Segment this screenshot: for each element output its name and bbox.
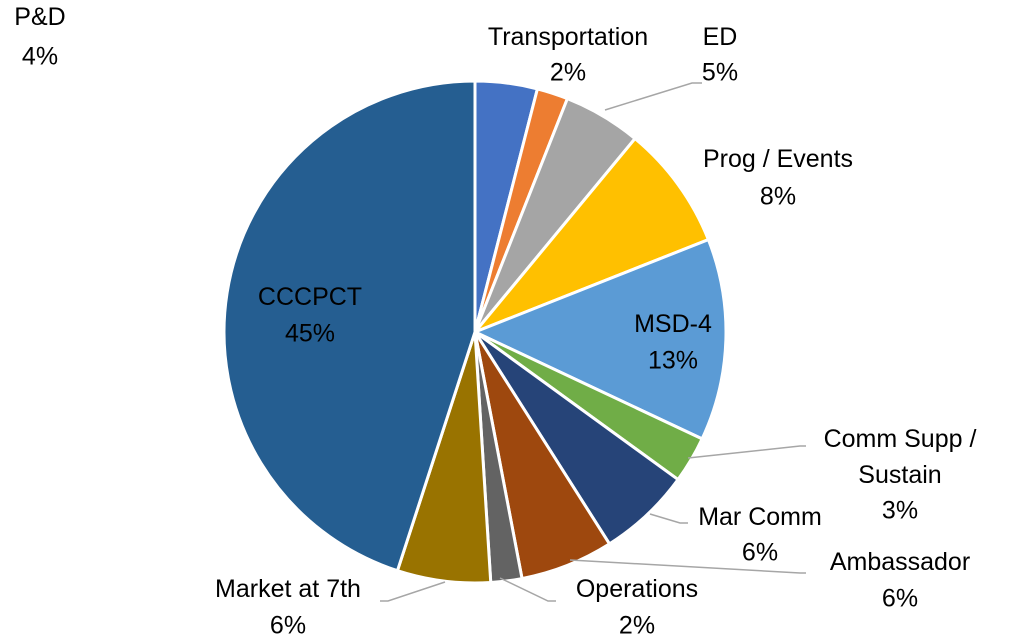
slice-label: Comm Supp / Sustain xyxy=(824,425,977,489)
pie-slice xyxy=(222,79,477,573)
leader-line xyxy=(604,82,702,111)
value-label: 5% xyxy=(702,59,738,87)
label-line: Ambassador xyxy=(830,548,970,576)
slice-label: MSD-4 xyxy=(634,310,712,338)
leader-line xyxy=(380,581,446,602)
label-line: Operations xyxy=(576,575,698,603)
slice-label: Ambassador xyxy=(830,548,970,576)
label-line: Mar Comm xyxy=(698,503,822,531)
slice-label: Mar Comm xyxy=(698,503,822,531)
leader-line xyxy=(649,513,688,524)
value-label: 6% xyxy=(742,539,778,567)
slice-label: P&D xyxy=(14,3,65,31)
label-line: Sustain xyxy=(858,461,941,489)
value-label: 3% xyxy=(882,497,918,525)
label-line: CCCPCT xyxy=(258,283,362,311)
label-line: P&D xyxy=(14,3,65,31)
label-line: Market at 7th xyxy=(215,575,361,603)
value-label: 45% xyxy=(285,320,335,348)
value-label: 13% xyxy=(648,347,698,375)
value-label: 6% xyxy=(270,612,306,640)
value-label: 6% xyxy=(882,585,918,613)
leader-line xyxy=(569,559,806,574)
slice-label: Prog / Events xyxy=(703,145,853,173)
pie-slice xyxy=(471,237,728,441)
slice-label: Transportation xyxy=(488,23,648,51)
value-label: 4% xyxy=(22,43,58,71)
leader-line xyxy=(499,577,556,602)
label-line: Transportation xyxy=(488,23,648,51)
label-line: Prog / Events xyxy=(703,145,853,173)
slice-label: ED xyxy=(703,23,738,51)
value-label: 2% xyxy=(619,612,655,640)
label-line: ED xyxy=(703,23,738,51)
label-line: MSD-4 xyxy=(634,310,712,338)
value-label: 8% xyxy=(760,183,796,211)
slice-label: Market at 7th xyxy=(215,575,361,603)
pie-slice xyxy=(473,136,711,334)
slice-label: CCCPCT xyxy=(258,283,362,311)
leader-line xyxy=(687,445,806,459)
label-line: Comm Supp / xyxy=(824,425,977,453)
value-label: 2% xyxy=(550,59,586,87)
slice-label: Operations xyxy=(576,575,698,603)
